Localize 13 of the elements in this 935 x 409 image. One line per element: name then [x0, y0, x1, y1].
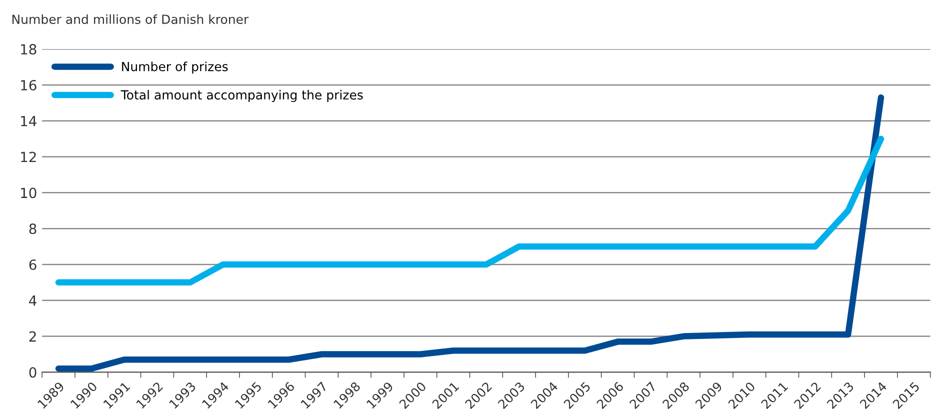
y-tick-label: 12	[21, 152, 36, 162]
y-axis-title: Number and millions of Danish kroner	[12, 14, 249, 24]
legend-label: Number of prizes	[122, 62, 228, 74]
y-tick-label: 10	[21, 188, 36, 198]
y-tick-label: 2	[29, 331, 36, 342]
legend-label: Total amount accompanying the prizes	[120, 90, 363, 102]
y-tick-label: 0	[29, 367, 36, 378]
y-tick-label: 16	[21, 80, 36, 90]
y-tick-label: 6	[29, 259, 36, 270]
y-tick-label: 4	[29, 296, 36, 306]
y-tick-label: 18	[21, 44, 36, 55]
y-tick-label: 14	[21, 116, 36, 126]
y-tick-label: 8	[29, 224, 36, 234]
